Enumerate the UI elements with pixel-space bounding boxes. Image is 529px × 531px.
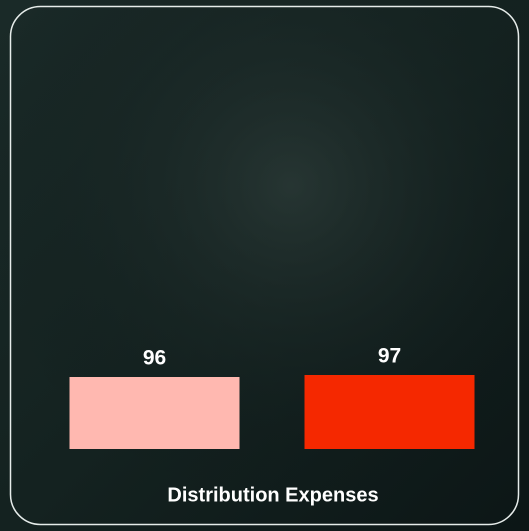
data-label: 96 [143,347,166,370]
bar [69,377,240,449]
chart-title: Distribution Expenses [167,484,378,506]
bar [304,375,475,449]
panel-border [9,5,520,526]
data-label: 97 [378,345,401,368]
